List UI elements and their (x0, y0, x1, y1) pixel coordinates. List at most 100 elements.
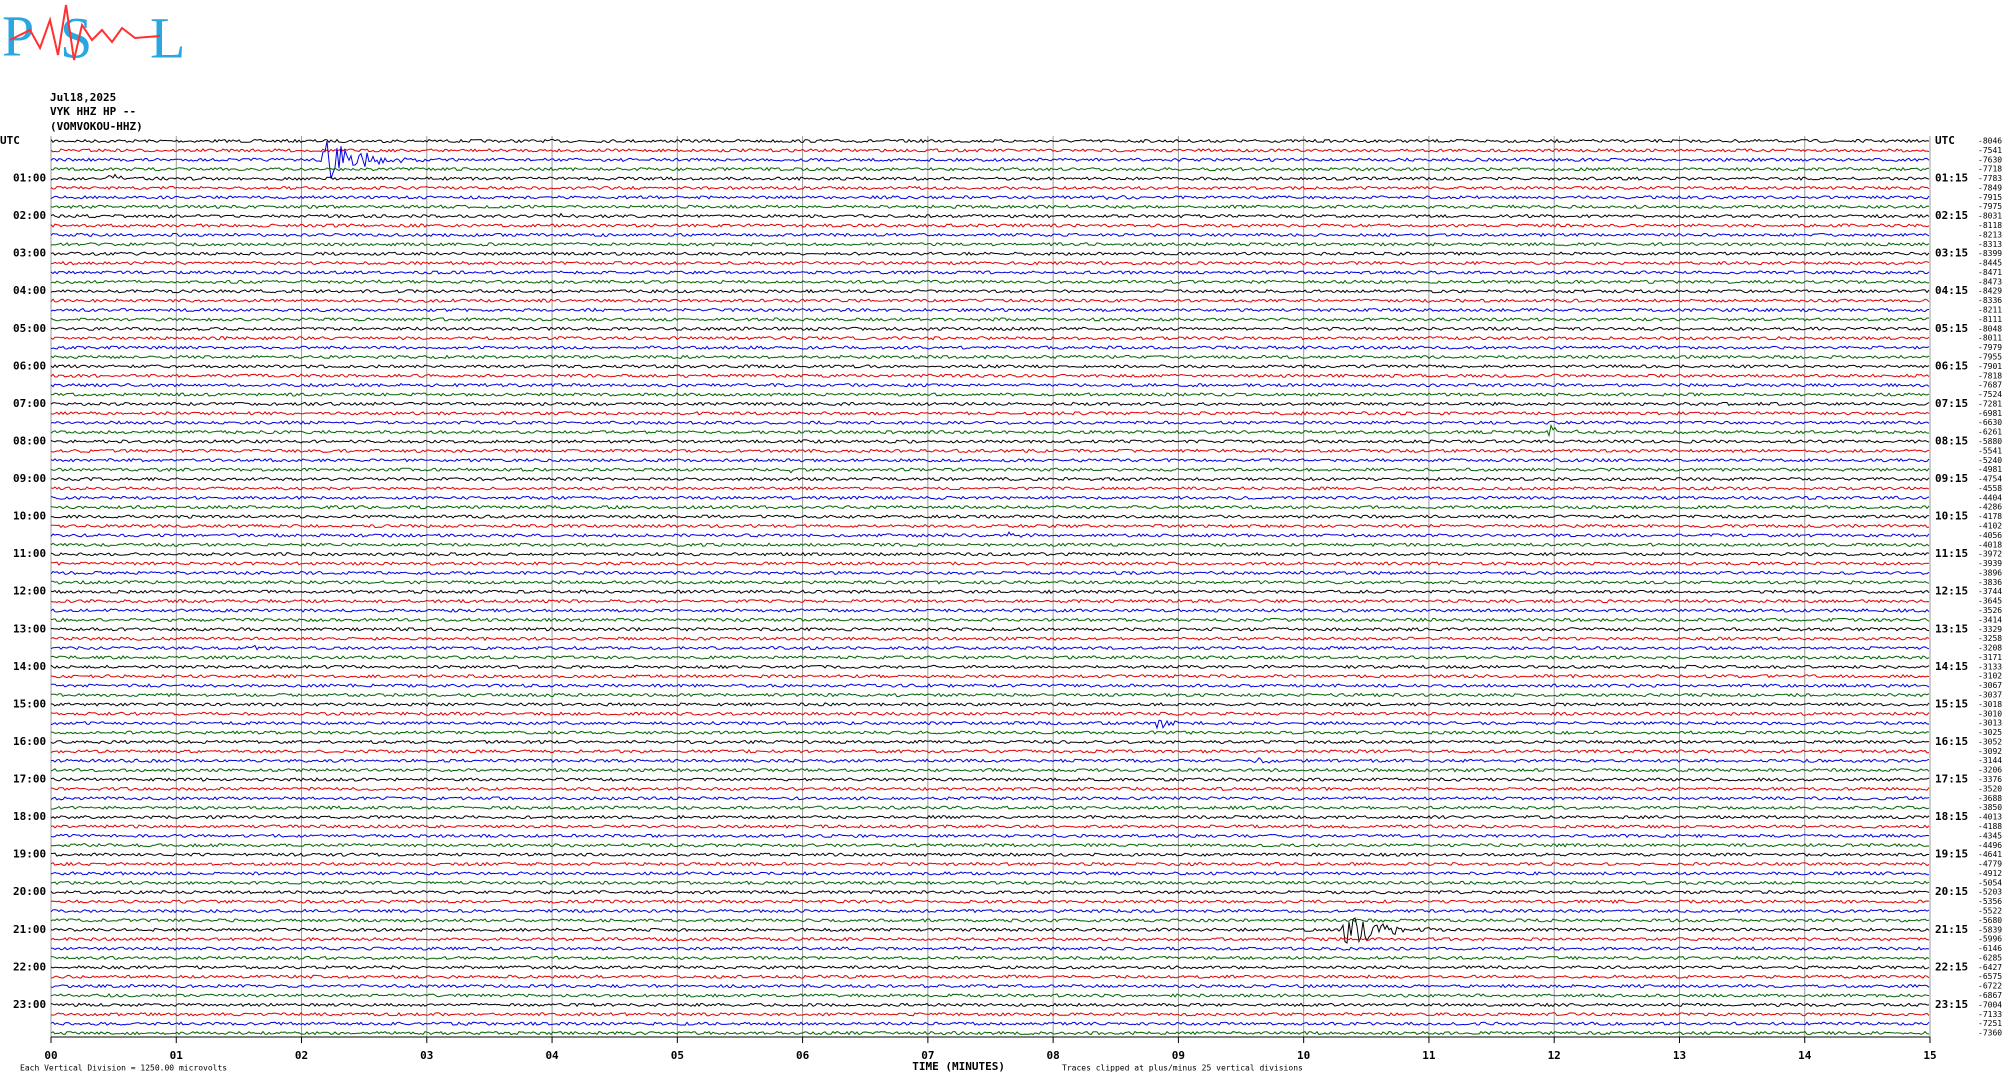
trace (50, 486, 1930, 491)
offset-label: -3133 (1978, 662, 2002, 671)
trace (50, 664, 1930, 670)
trace (50, 251, 1930, 256)
trace (50, 786, 1930, 792)
x-tick-label: 00 (44, 1049, 57, 1062)
x-tick-label: 08 (1047, 1049, 1060, 1062)
hour-label: 18:00 (13, 810, 46, 823)
hour-label: 04:00 (13, 284, 46, 297)
trace (50, 173, 1930, 181)
offset-label: -3067 (1978, 681, 2002, 690)
trace (50, 796, 1930, 801)
offset-label: -7979 (1978, 343, 2002, 352)
offset-label: -3850 (1978, 803, 2002, 812)
trace (50, 719, 1930, 730)
trace (50, 185, 1930, 191)
trace (50, 880, 1930, 886)
offset-label: -3645 (1978, 597, 2002, 606)
offset-label: -7955 (1978, 352, 2002, 361)
hour-label-right: 01:15 (1935, 172, 1968, 185)
trace (51, 523, 1930, 529)
trace (50, 514, 1930, 519)
offset-label: -5880 (1978, 437, 2002, 446)
hour-label-right: 06:15 (1935, 359, 1968, 372)
offset-label: -6575 (1978, 972, 2002, 981)
offset-label: -4912 (1978, 869, 2002, 878)
offset-label: -4178 (1978, 512, 2002, 521)
trace (50, 636, 1930, 642)
offset-label: -3376 (1978, 775, 2002, 784)
trace (50, 626, 1930, 632)
logo-wave (9, 4, 161, 61)
offset-label: -7718 (1978, 165, 2002, 174)
trace (50, 561, 1930, 566)
x-tick-label: 05 (671, 1049, 684, 1062)
offset-label: -4981 (1978, 465, 2002, 474)
offset-label: -4188 (1978, 822, 2002, 831)
offset-label: -8213 (1978, 230, 2002, 239)
offset-label: -8118 (1978, 221, 2002, 230)
offset-label: -8429 (1978, 287, 2002, 296)
offset-label: -4013 (1978, 813, 2002, 822)
hour-label: 02:00 (13, 209, 46, 222)
trace (50, 401, 1930, 407)
trace (50, 608, 1930, 613)
trace (50, 194, 1930, 201)
trace (50, 861, 1930, 867)
trace (50, 392, 1930, 397)
hour-label-right: 03:15 (1935, 247, 1968, 260)
offset-label: -3018 (1978, 700, 2002, 709)
x-tick-label: 14 (1798, 1049, 1812, 1062)
trace (50, 317, 1929, 322)
offset-label: -5839 (1978, 925, 2002, 934)
trace (50, 448, 1930, 454)
trace (50, 617, 1930, 623)
hour-label-right: 11:15 (1935, 547, 1968, 560)
offset-label: -7915 (1978, 193, 2002, 202)
trace (50, 345, 1930, 350)
trace (50, 1021, 1930, 1026)
clip-note: Traces clipped at plus/minus 25 vertical… (1062, 1064, 1303, 1073)
trace (50, 580, 1930, 585)
hour-label-right: 07:15 (1935, 397, 1968, 410)
trace (50, 232, 1930, 238)
offset-label: -6427 (1978, 963, 2002, 972)
offset-label: -5996 (1978, 935, 2002, 944)
offset-label: -8111 (1978, 315, 2002, 324)
offset-label: -4641 (1978, 850, 2002, 859)
offset-label: -3208 (1978, 644, 2002, 653)
trace (50, 504, 1930, 510)
offset-label: -5680 (1978, 916, 2002, 925)
trace (50, 889, 1930, 895)
x-tick-label: 06 (796, 1049, 810, 1062)
offset-label: -5054 (1978, 878, 2002, 887)
x-axis-label: TIME (MINUTES) (912, 1060, 1005, 1073)
offset-label: -7901 (1978, 362, 2002, 371)
trace (50, 354, 1930, 360)
trace (50, 166, 1930, 172)
offset-label: -4286 (1978, 503, 2002, 512)
offset-label: -4056 (1978, 531, 2002, 540)
trace (50, 138, 1930, 144)
offset-label: -8211 (1978, 306, 2002, 315)
offset-label: -3939 (1978, 559, 2002, 568)
offset-label: -4558 (1978, 484, 2002, 493)
hour-label: 16:00 (13, 735, 46, 748)
hour-label: 13:00 (13, 622, 46, 635)
offset-label: -4779 (1978, 860, 2002, 869)
hour-label: 22:00 (13, 960, 46, 973)
hour-label-right: 15:15 (1935, 697, 1968, 710)
trace (50, 279, 1930, 285)
offset-label: -7630 (1978, 155, 2002, 164)
hour-label: 15:00 (13, 697, 46, 710)
trace (50, 964, 1930, 970)
offset-label: -3037 (1978, 691, 2002, 700)
trace (50, 644, 1930, 651)
trace (50, 212, 1930, 219)
trace (50, 936, 1930, 942)
offset-label: -8473 (1978, 277, 2002, 286)
trace (50, 307, 1930, 313)
hour-label-right: 20:15 (1935, 885, 1968, 898)
hour-label: 03:00 (13, 247, 46, 260)
trace (50, 570, 1930, 576)
offset-label: -6630 (1978, 418, 2002, 427)
